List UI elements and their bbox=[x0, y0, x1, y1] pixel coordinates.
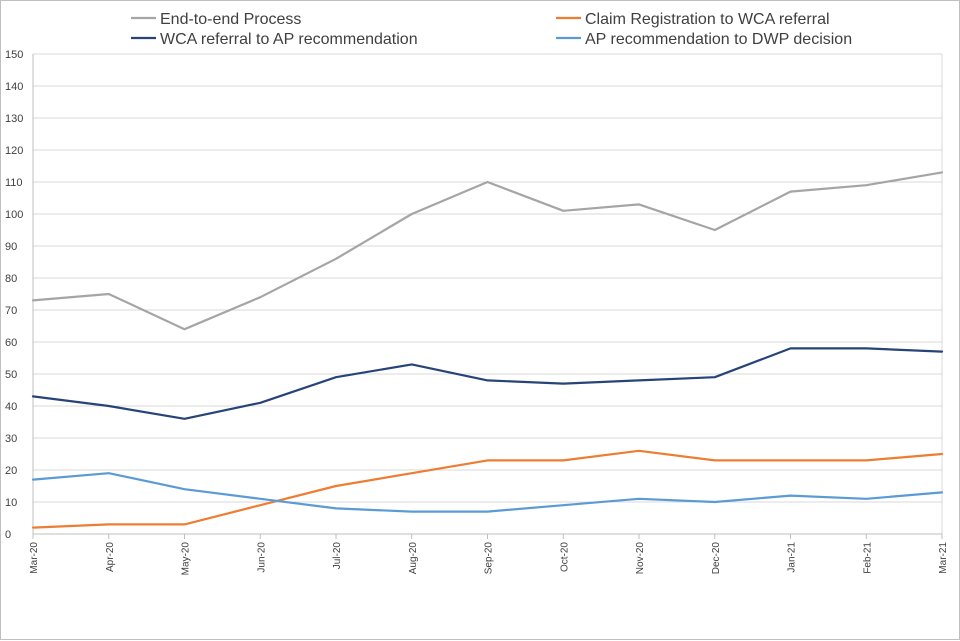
data-point bbox=[637, 497, 641, 501]
y-tick-label: 130 bbox=[5, 113, 23, 125]
x-tick-label: Feb-21 bbox=[862, 542, 873, 574]
y-axis-ticks: 0 10 20 30 40 50 60 70 80 90 100 110 120 130 140 150 bbox=[5, 49, 23, 541]
data-point bbox=[31, 394, 35, 398]
data-point bbox=[561, 209, 565, 213]
series-lines bbox=[31, 170, 944, 530]
data-point bbox=[864, 183, 868, 187]
data-point bbox=[789, 346, 793, 350]
gridlines bbox=[33, 53, 942, 503]
data-point bbox=[637, 378, 641, 382]
series-line-3 bbox=[31, 472, 944, 513]
x-tick-label: Mar-20 bbox=[29, 542, 40, 574]
data-point bbox=[637, 449, 641, 453]
y-tick-label: 120 bbox=[5, 145, 23, 157]
y-tick-label: 110 bbox=[5, 177, 23, 189]
data-point bbox=[334, 257, 338, 261]
data-point bbox=[486, 378, 490, 382]
data-point bbox=[410, 471, 414, 475]
data-point bbox=[107, 404, 111, 408]
data-point bbox=[713, 228, 717, 232]
data-point bbox=[713, 458, 717, 462]
data-point bbox=[183, 487, 187, 491]
data-point bbox=[107, 522, 111, 526]
series-line-2 bbox=[31, 347, 944, 420]
y-tick-label: 30 bbox=[5, 433, 17, 445]
y-tick-label: 50 bbox=[5, 369, 17, 381]
legend-label: AP recommendation to DWP decision bbox=[585, 31, 852, 48]
data-point bbox=[334, 484, 338, 488]
series-line-0 bbox=[31, 171, 944, 331]
y-tick-label: 100 bbox=[5, 209, 23, 221]
x-tick-label: Oct-20 bbox=[559, 542, 570, 572]
data-point bbox=[334, 375, 338, 379]
data-point bbox=[864, 497, 868, 501]
data-point bbox=[864, 458, 868, 462]
y-tick-label: 40 bbox=[5, 401, 17, 413]
y-tick-label: 90 bbox=[5, 241, 17, 253]
data-point bbox=[410, 362, 414, 366]
x-tick-label: Jun-20 bbox=[256, 542, 267, 573]
data-point bbox=[258, 497, 262, 501]
y-tick-label: 140 bbox=[5, 81, 23, 93]
x-tick-label: Mar-21 bbox=[938, 542, 949, 574]
legend: End-to-end Process Claim Registration to … bbox=[131, 11, 852, 48]
data-point bbox=[940, 350, 944, 354]
x-tick-label: Dec-20 bbox=[711, 542, 722, 575]
data-point bbox=[31, 298, 35, 302]
data-point bbox=[789, 494, 793, 498]
data-point bbox=[789, 458, 793, 462]
data-point bbox=[940, 452, 944, 456]
data-point bbox=[486, 510, 490, 514]
data-point bbox=[789, 190, 793, 194]
data-point bbox=[940, 170, 944, 174]
data-point bbox=[486, 180, 490, 184]
y-tick-label: 10 bbox=[5, 497, 17, 509]
data-point bbox=[637, 202, 641, 206]
data-point bbox=[410, 212, 414, 216]
data-point bbox=[486, 458, 490, 462]
series-line-1 bbox=[31, 449, 944, 529]
x-tick-label: Nov-20 bbox=[635, 542, 646, 575]
data-point bbox=[31, 526, 35, 530]
legend-label: Claim Registration to WCA referral bbox=[585, 11, 830, 28]
data-point bbox=[713, 375, 717, 379]
y-tick-label: 0 bbox=[5, 529, 11, 541]
data-point bbox=[183, 327, 187, 331]
data-point bbox=[258, 503, 262, 507]
x-axis-ticks: Mar-20 Apr-20 May-20 Jun-20 Jul-20 Aug-20 Sep-… bbox=[29, 534, 949, 575]
data-point bbox=[561, 503, 565, 507]
data-point bbox=[183, 417, 187, 421]
y-tick-label: 60 bbox=[5, 337, 17, 349]
y-tick-label: 70 bbox=[5, 305, 17, 317]
data-point bbox=[31, 478, 35, 482]
data-point bbox=[183, 522, 187, 526]
x-tick-label: Aug-20 bbox=[408, 542, 419, 575]
legend-label: WCA referral to AP recommendation bbox=[160, 31, 418, 48]
x-tick-label: Jan-21 bbox=[787, 542, 798, 573]
data-point bbox=[334, 506, 338, 510]
y-tick-label: 150 bbox=[5, 49, 23, 61]
x-tick-label: Jul-20 bbox=[332, 542, 343, 570]
data-point bbox=[561, 382, 565, 386]
x-tick-label: Apr-20 bbox=[105, 542, 116, 572]
y-tick-label: 80 bbox=[5, 273, 17, 285]
data-point bbox=[864, 346, 868, 350]
x-tick-label: May-20 bbox=[181, 542, 192, 576]
data-point bbox=[561, 458, 565, 462]
legend-label: End-to-end Process bbox=[160, 11, 301, 28]
data-point bbox=[713, 500, 717, 504]
data-point bbox=[258, 295, 262, 299]
data-point bbox=[258, 401, 262, 405]
data-point bbox=[107, 471, 111, 475]
x-tick-label: Sep-20 bbox=[484, 542, 495, 575]
data-point bbox=[107, 292, 111, 296]
data-point bbox=[940, 490, 944, 494]
data-point bbox=[410, 510, 414, 514]
y-tick-label: 20 bbox=[5, 465, 17, 477]
